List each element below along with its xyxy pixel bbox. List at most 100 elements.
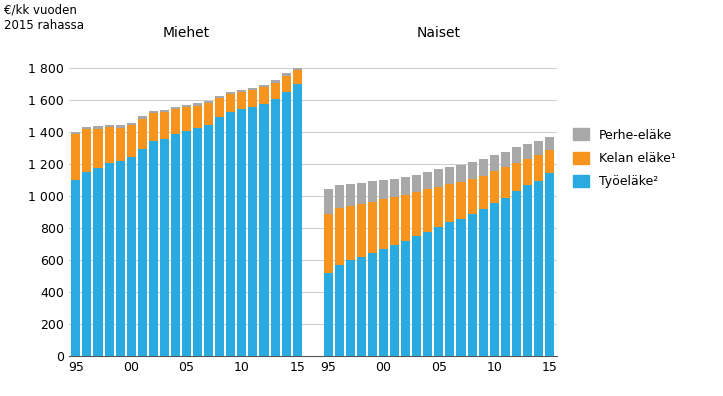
Bar (293, 84, 301, 356)
Bar (260, 87, 268, 104)
Bar (501, 152, 510, 168)
Bar (357, 204, 366, 257)
Bar (93, 126, 103, 129)
Bar (489, 171, 499, 203)
Bar (390, 197, 399, 245)
Bar (93, 129, 103, 168)
Bar (346, 184, 355, 206)
Bar (270, 83, 280, 99)
Text: €/kk vuoden
2015 rahassa: €/kk vuoden 2015 rahassa (4, 4, 84, 32)
Legend: Perhe-eläke, Kelan eläke¹, Työeläke²: Perhe-eläke, Kelan eläke¹, Työeläke² (568, 123, 681, 193)
Bar (545, 137, 554, 150)
Bar (127, 157, 136, 356)
Bar (412, 236, 422, 356)
Bar (116, 125, 124, 128)
Bar (281, 76, 291, 91)
Bar (545, 150, 554, 173)
Bar (534, 181, 543, 356)
Bar (116, 128, 124, 162)
Bar (270, 99, 280, 356)
Bar (545, 173, 554, 356)
Bar (182, 107, 191, 131)
Bar (281, 91, 291, 356)
Bar (401, 195, 410, 241)
Bar (182, 131, 191, 356)
Bar (249, 107, 257, 356)
Bar (534, 141, 543, 155)
Bar (346, 206, 355, 260)
Bar (445, 184, 455, 223)
Bar (324, 273, 333, 356)
Bar (379, 180, 388, 200)
Bar (435, 169, 443, 187)
Bar (138, 116, 147, 119)
Bar (249, 90, 257, 107)
Bar (435, 227, 443, 356)
Bar (215, 117, 224, 356)
Bar (512, 162, 521, 191)
Bar (293, 68, 301, 70)
Bar (72, 180, 80, 356)
Bar (116, 162, 124, 356)
Bar (489, 203, 499, 356)
Bar (357, 183, 366, 204)
Bar (479, 209, 487, 356)
Bar (171, 107, 180, 109)
Bar (512, 147, 521, 162)
Bar (456, 219, 466, 356)
Bar (445, 167, 455, 184)
Bar (357, 257, 366, 356)
Bar (237, 109, 247, 356)
Text: Naiset: Naiset (417, 27, 461, 40)
Bar (390, 179, 399, 197)
Bar (401, 177, 410, 195)
Bar (105, 163, 114, 356)
Bar (160, 139, 169, 356)
Bar (412, 175, 422, 192)
Bar (182, 105, 191, 107)
Bar (226, 92, 236, 95)
Bar (379, 249, 388, 356)
Bar (445, 223, 455, 356)
Bar (479, 176, 487, 209)
Bar (193, 106, 202, 128)
Bar (456, 165, 466, 182)
Bar (281, 74, 291, 76)
Bar (523, 144, 532, 158)
Bar (149, 113, 158, 141)
Bar (160, 110, 169, 112)
Bar (412, 192, 422, 236)
Bar (324, 213, 333, 273)
Bar (193, 103, 202, 106)
Bar (226, 95, 236, 112)
Bar (127, 125, 136, 157)
Bar (390, 245, 399, 356)
Bar (401, 241, 410, 356)
Bar (523, 185, 532, 356)
Bar (171, 109, 180, 134)
Bar (435, 187, 443, 227)
Bar (501, 198, 510, 356)
Bar (489, 155, 499, 171)
Bar (149, 141, 158, 356)
Bar (324, 190, 333, 213)
Bar (193, 128, 202, 356)
Bar (379, 200, 388, 249)
Bar (368, 253, 377, 356)
Bar (249, 88, 257, 90)
Bar (335, 185, 344, 208)
Bar (149, 111, 158, 113)
Bar (138, 119, 147, 149)
Bar (204, 101, 213, 103)
Bar (534, 155, 543, 181)
Bar (423, 190, 432, 232)
Bar (105, 124, 114, 127)
Bar (138, 149, 147, 356)
Bar (160, 112, 169, 139)
Bar (237, 89, 247, 92)
Bar (512, 191, 521, 356)
Bar (226, 112, 236, 356)
Bar (501, 168, 510, 198)
Bar (368, 181, 377, 202)
Bar (127, 123, 136, 125)
